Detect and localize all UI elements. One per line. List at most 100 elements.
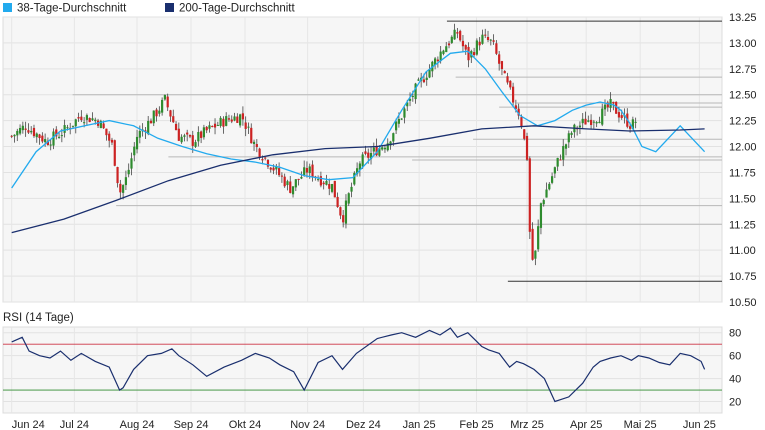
candle-body: [578, 125, 582, 128]
candle-body: [584, 118, 587, 125]
candle-body: [428, 69, 431, 78]
candle-body: [258, 148, 261, 158]
candle-body: [147, 120, 150, 134]
candle-body: [495, 43, 498, 54]
candle-body: [417, 79, 420, 81]
candle-body: [188, 135, 192, 137]
candle-body: [325, 180, 328, 185]
price-y-tick-label: 13.25: [729, 12, 757, 24]
candle-body: [200, 131, 203, 138]
candle-body: [548, 183, 551, 190]
price-y-tick-label: 11.50: [729, 193, 756, 205]
candle-body: [503, 71, 506, 74]
price-y-tick-label: 11.75: [729, 167, 756, 179]
candle-body: [269, 167, 272, 170]
candle-body: [130, 158, 133, 169]
candle-body: [227, 118, 231, 120]
candle-body: [250, 127, 253, 144]
candle-body: [211, 126, 214, 128]
candle-body: [475, 40, 478, 55]
candle-body: [122, 185, 125, 193]
candle-body: [71, 125, 75, 127]
candle-body: [74, 119, 77, 127]
candle-body: [233, 116, 236, 121]
candle-body: [609, 98, 612, 108]
candle-body: [57, 136, 61, 138]
candle-body: [30, 130, 33, 133]
candle-body: [239, 114, 242, 126]
candle-body: [13, 134, 16, 137]
candle-body: [556, 157, 559, 167]
candle-body: [283, 176, 286, 187]
candle-body: [489, 39, 492, 41]
candle-body: [595, 122, 598, 124]
candle-body: [63, 125, 66, 133]
candle-body: [631, 119, 634, 130]
candle-body: [102, 123, 105, 129]
candle-body: [110, 139, 114, 143]
candle-body: [10, 135, 13, 137]
x-tick-label: Jun 25: [683, 419, 716, 430]
price-y-tick-label: 12.75: [729, 64, 757, 76]
candle-body: [550, 176, 554, 183]
ma200-line: [11, 125, 705, 234]
candle-body: [433, 58, 437, 65]
price-y-tick-label: 11.25: [729, 219, 756, 231]
candle-body: [311, 164, 314, 178]
candle-body: [52, 131, 55, 146]
candle-body: [467, 46, 470, 61]
candle-body: [598, 121, 601, 124]
candle-body: [35, 133, 38, 138]
candle-body: [581, 118, 584, 124]
candle-body: [615, 101, 618, 114]
candle-body: [124, 177, 128, 186]
candle-body: [49, 144, 52, 146]
candle-body: [105, 128, 108, 136]
price-y-tick-label: 10.75: [729, 271, 757, 283]
candle-body: [447, 43, 451, 46]
candle-body: [367, 152, 370, 158]
x-tick-label: Jan 25: [403, 419, 436, 430]
candle-body: [634, 121, 637, 123]
candle-body: [322, 182, 325, 185]
candle-body: [330, 184, 334, 192]
candle-body: [163, 95, 167, 100]
candle-body: [180, 136, 183, 143]
candle-body: [486, 36, 490, 41]
candle-body: [216, 124, 219, 126]
price-y-tick-label: 13.00: [729, 38, 757, 50]
candle-body: [350, 186, 353, 192]
candle-body: [498, 54, 501, 64]
candle-body: [60, 135, 63, 137]
candle-body: [606, 102, 609, 108]
candle-body: [344, 200, 348, 224]
candle-body: [152, 110, 155, 124]
candle-body: [537, 226, 540, 250]
x-tick-label: Apr 25: [570, 419, 602, 430]
price-y-tick-label: 11.00: [729, 245, 756, 257]
candle-body: [506, 76, 509, 83]
rsi-y-tick-label: 80: [729, 328, 741, 340]
x-tick-label: Mai 25: [624, 419, 657, 430]
candle-body: [261, 159, 264, 161]
x-tick-label: Okt 24: [229, 419, 261, 430]
candle-body: [461, 40, 465, 47]
candle-body: [255, 144, 258, 148]
candle-body: [205, 126, 208, 131]
candle-body: [397, 118, 400, 124]
candle-body: [264, 157, 267, 159]
candle-body: [406, 102, 409, 107]
legend-label-1: 200-Tage-Durchschnitt: [179, 3, 296, 15]
candle-body: [41, 135, 44, 142]
candle-body: [177, 128, 180, 141]
candle-body: [166, 96, 169, 108]
candle-body: [511, 86, 515, 103]
candle-body: [297, 178, 300, 180]
candle-body: [603, 104, 607, 110]
candle-body: [450, 36, 453, 43]
candle-body: [342, 215, 345, 223]
candle-body: [222, 118, 225, 127]
x-tick-label: Sep 24: [174, 419, 209, 430]
candle-body: [113, 140, 116, 166]
